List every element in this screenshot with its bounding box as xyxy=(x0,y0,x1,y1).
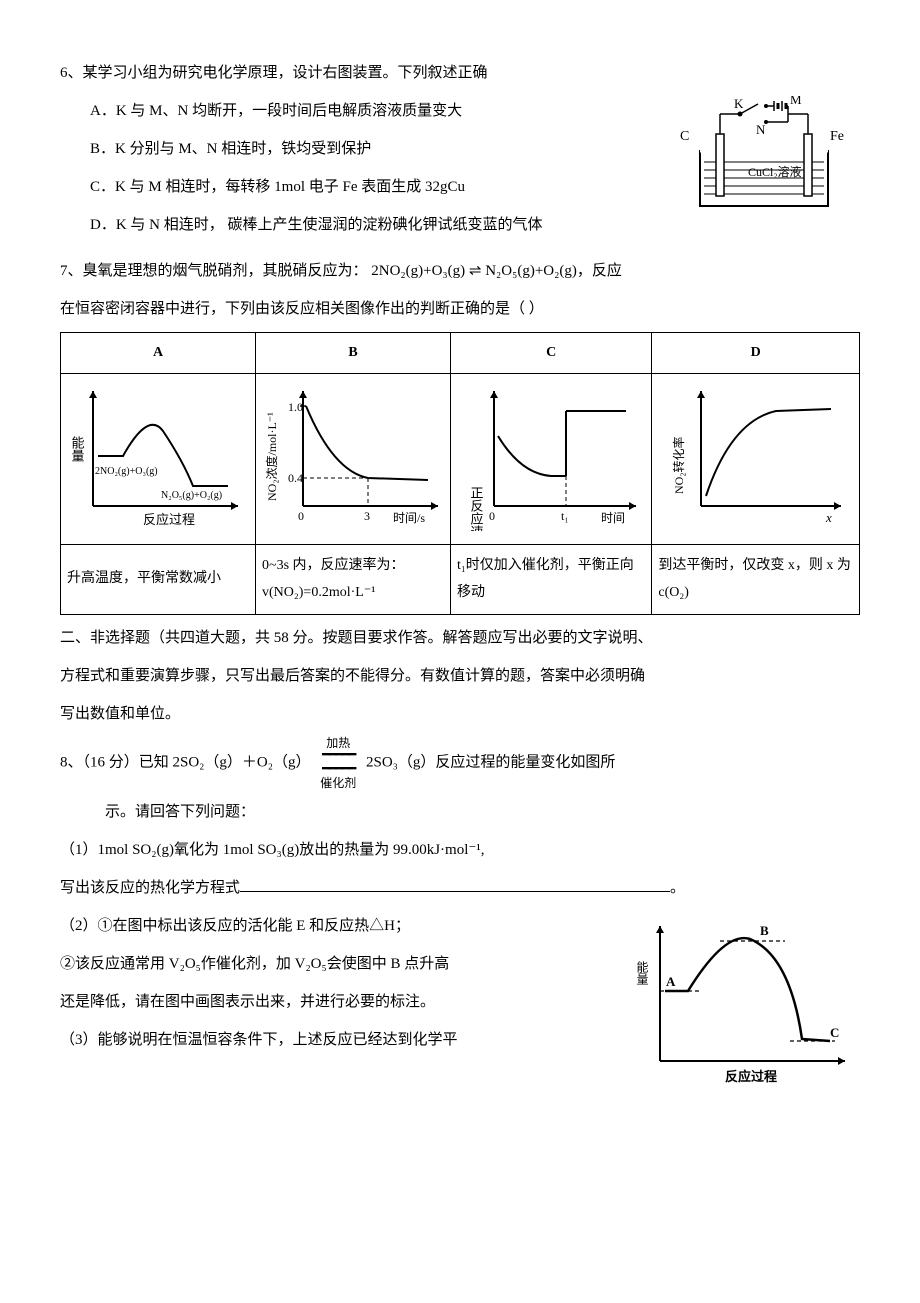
hdr-d: D xyxy=(652,333,860,374)
pt-b: B xyxy=(760,923,769,938)
ca-right-lbl: N₂O₅(g)+O₂(g) xyxy=(161,490,222,501)
cc-ylabel: 正反应速率 xyxy=(469,486,484,531)
svg-text:1.0: 1.0 xyxy=(288,400,303,414)
hdr-b: B xyxy=(256,333,451,374)
cc-tick0: 0 xyxy=(489,509,495,523)
chart-a-cell: 能量 反应过程 2NO₂(g)+O₃(g) N₂O₅(g)+O₂(g) xyxy=(61,374,256,545)
svg-text:3: 3 xyxy=(364,509,370,523)
pt-c: C xyxy=(830,1025,839,1040)
chart-c-svg: 0 t₁ 正反应速率 时间 xyxy=(456,376,646,531)
hdr-c: C xyxy=(451,333,652,374)
q8-stem-b: 2SO₃（g）反应过程的能量变化如图所 xyxy=(366,755,615,771)
answer-blank[interactable] xyxy=(240,876,670,892)
table-row: 能量 反应过程 2NO₂(g)+O₃(g) N₂O₅(g)+O₂(g) 1.0 … xyxy=(61,374,860,545)
ca-xlabel: 反应过程 xyxy=(143,512,195,527)
sec2-l3: 写出数值和单位。 xyxy=(60,699,860,729)
cd-xlabel: x xyxy=(825,510,832,525)
chart-b-cell: 1.0 0.4 0 3 NO₂浓度/mol·L⁻¹ 时间/s xyxy=(256,374,451,545)
desc-c: t₁时仅加入催化剂，平衡正向移动 xyxy=(451,545,652,615)
label-n: N xyxy=(756,122,766,137)
ca-left-lbl: 2NO₂(g)+O₃(g) xyxy=(95,466,158,477)
q8-p1b-end: 。 xyxy=(670,880,685,896)
sec2-l1: 二、非选择题（共四道大题，共 58 分。按题目要求作答。解答题应写出必要的文字说… xyxy=(60,623,860,653)
q7-table: A B C D 能量 反应过程 2NO₂(g)+O₃(g) N₂O₅(g)+O₂… xyxy=(60,332,860,615)
q6-stem-text: 6、某学习小组为研究电化学原理，设计右图装置。下列叙述正确 xyxy=(60,65,488,81)
cb-ylabel: NO₂浓度/mol·L⁻¹ xyxy=(264,412,279,501)
cd-ylabel: NO₂转化率 xyxy=(671,436,686,494)
q8-energy-svg: A B C 能量 反应过程 xyxy=(630,911,860,1091)
q8-p1a: （1）1mol SO₂(g)氧化为 1mol SO₃(g)放出的热量为 99.0… xyxy=(60,835,860,865)
q8-xlabel: 反应过程 xyxy=(725,1069,777,1084)
pt-a: A xyxy=(666,974,676,989)
q8-stem-c: 示。请回答下列问题： xyxy=(60,797,860,827)
q6-circuit-svg: K M N C Fe CuCl₂溶液 xyxy=(670,96,860,216)
chart-d-cell: NO₂转化率 x xyxy=(652,374,860,545)
q8-ylabel: 能量 xyxy=(635,961,649,985)
label-c: C xyxy=(680,129,689,144)
chart-a-svg: 能量 反应过程 2NO₂(g)+O₃(g) N₂O₅(g)+O₂(g) xyxy=(63,376,253,531)
chart-d-svg: NO₂转化率 x xyxy=(661,376,851,531)
cb-xlabel: 时间/s xyxy=(393,511,425,525)
electrode-fe xyxy=(804,134,812,196)
q8-diagram-wrap: A B C 能量 反应过程 xyxy=(630,911,860,1102)
hdr-a: A xyxy=(61,333,256,374)
label-k: K xyxy=(734,96,744,111)
electrode-c xyxy=(716,134,724,196)
chart-b-svg: 1.0 0.4 0 3 NO₂浓度/mol·L⁻¹ 时间/s xyxy=(258,376,448,531)
chart-c-cell: 0 t₁ 正反应速率 时间 xyxy=(451,374,652,545)
reaction-arrows: 加热 ━━━━━━━━━━ 催化剂 xyxy=(320,737,356,789)
table-row: 升高温度，平衡常数减小 0~3s 内，反应速率为： v(NO₂)=0.2mol·… xyxy=(61,545,860,615)
ca-ylabel: 能量 xyxy=(70,436,85,462)
desc-b: 0~3s 内，反应速率为： v(NO₂)=0.2mol·L⁻¹ xyxy=(256,545,451,615)
arrow-line-icon: ━━━━━━━━━━ xyxy=(320,749,356,777)
label-fe: Fe xyxy=(830,129,844,144)
q8-stem: 8、（16 分）已知 2SO₂（g）＋O₂（g） 加热 ━━━━━━━━━━ 催… xyxy=(60,737,860,789)
table-row: A B C D xyxy=(61,333,860,374)
desc-d: 到达平衡时，仅改变 x，则 x 为 c(O₂) xyxy=(652,545,860,615)
label-sol: CuCl₂溶液 xyxy=(748,164,802,179)
svg-text:0.4: 0.4 xyxy=(288,471,303,485)
sec2-l2: 方程式和重要演算步骤，只写出最后答案的不能得分。有数值计算的题，答案中必须明确 xyxy=(60,661,860,691)
q6-diagram-wrap: K M N C Fe CuCl₂溶液 xyxy=(670,96,860,227)
q7-stem2: 在恒容密闭容器中进行，下列由该反应相关图像作出的判断正确的是（ ） xyxy=(60,294,860,324)
q8-p1b-line: 写出该反应的热化学方程式 。 xyxy=(60,873,860,903)
cc-tickt1: t₁ xyxy=(561,509,569,523)
desc-a: 升高温度，平衡常数减小 xyxy=(61,545,256,615)
label-m: M xyxy=(790,96,802,107)
svg-text:0: 0 xyxy=(298,509,304,523)
q8-stem-a: 8、（16 分）已知 2SO₂（g）＋O₂（g） xyxy=(60,755,310,771)
arrow-bot: 催化剂 xyxy=(320,777,356,789)
cc-xlabel: 时间 xyxy=(601,511,625,525)
q7-stem1: 7、臭氧是理想的烟气脱硝剂，其脱硝反应为： 2NO₂(g)+O₃(g) ⇌ N₂… xyxy=(60,256,860,286)
q6-stem: 6、某学习小组为研究电化学原理，设计右图装置。下列叙述正确 xyxy=(60,58,860,88)
q8-p1b: 写出该反应的热化学方程式 xyxy=(60,880,240,896)
